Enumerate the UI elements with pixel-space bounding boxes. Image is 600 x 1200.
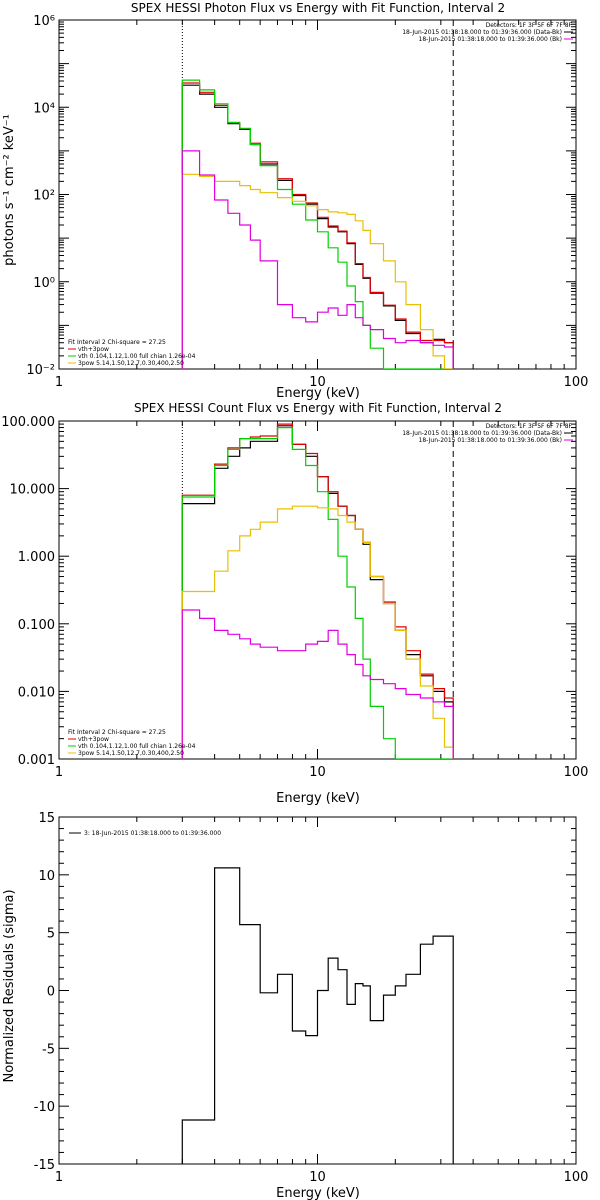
photon-flux-y-tick-label: 10⁴ (33, 101, 55, 116)
count-flux-y-tick-label: 10.000 (10, 483, 56, 498)
residuals-series-residuals (181, 867, 454, 1164)
count-flux-fit-legend-entry: vth+3pow (78, 736, 109, 743)
residuals-panel: Energy (keV) Normalized Residuals (sigma… (2, 811, 588, 1200)
photon-flux-xlabel: Energy (keV) (276, 386, 360, 401)
residuals-xlabel: Energy (keV) (276, 1186, 360, 1200)
count-flux-series-vth (181, 427, 454, 759)
residuals-legend-entry: 3: 18-Jun-2015 01:38:18.000 to 01:39:36.… (84, 830, 221, 837)
photon-flux-legend-entry: Detectors: 1F 3F 5F 6F 7F 8F (486, 22, 573, 29)
residuals-ylabel: Normalized Residuals (sigma) (2, 889, 17, 1082)
count-flux-panel: SPEX HESSI Count Flux vs Energy with Fit… (1, 401, 588, 806)
count-flux-y-tick-label: 1.000 (18, 550, 55, 565)
photon-flux-y-tick-label: 10² (33, 189, 55, 204)
count-flux-fit-legend-entry: vth 0.104,1.12,1.00 full chian 1.26e-04 (78, 743, 196, 750)
count-flux-y-tick-label: 100.000 (1, 415, 55, 430)
photon-flux-y-tick-label: 10⁶ (33, 14, 55, 29)
photon-flux-legend-entry: 18-Jun-2015 01:38:18.000 to 01:39:36.000… (402, 29, 562, 36)
count-flux-fit-legend-entry: Fit Interval 2 Chi-square = 27.25 (68, 729, 166, 736)
residuals-x-tick-label: 1 (55, 1170, 63, 1185)
photon-flux-ylabel: photons s⁻¹ cm⁻² keV⁻¹ (2, 114, 17, 266)
photon-flux-fit-legend-entry: vth 0.104,1.12,1.00 full chian 1.26e-04 (78, 353, 196, 360)
count-flux-legend-entry: Detectors: 1F 3F 5F 6F 7F 8F (486, 423, 573, 430)
photon-flux-fit-legend-entry: Fit Interval 2 Chi-square = 27.25 (68, 339, 166, 346)
count-flux-legend-entry: 18-Jun-2015 01:38:18.000 to 01:39:36.000… (402, 430, 562, 437)
photon-flux-title: SPEX HESSI Photon Flux vs Energy with Fi… (131, 1, 505, 15)
residuals-y-tick-label: -10 (34, 1100, 55, 1115)
photon-flux-series-3pow (181, 173, 454, 369)
count-flux-y-tick-label: 0.100 (18, 618, 55, 633)
count-flux-series-3pow (181, 505, 454, 759)
residuals-x-tick-label: 100 (564, 1170, 589, 1185)
count-flux-x-tick-label: 1 (55, 765, 63, 780)
photon-flux-legend-entry: 18-Jun-2015 01:38:18.000 to 01:39:36.000… (419, 36, 562, 43)
photon-flux-fit-legend-entry: vth+3pow (78, 346, 109, 353)
photon-flux-panel: SPEX HESSI Photon Flux vs Energy with Fi… (2, 1, 588, 401)
residuals-x-tick-label: 10 (309, 1170, 326, 1185)
photon-flux-x-tick-label: 10 (309, 375, 326, 390)
photon-flux-x-tick-label: 100 (564, 375, 589, 390)
residuals-y-tick-label: -5 (42, 1042, 55, 1057)
photon-flux-series-data-bk (181, 84, 454, 369)
photon-flux-series-bk (181, 150, 454, 369)
count-flux-y-tick-label: 0.001 (18, 753, 55, 768)
residuals-y-tick-label: 10 (38, 869, 55, 884)
photon-flux-fit-legend-entry: 3pow 5.14,1.50,12.7,0.30,400,2.50 (78, 360, 184, 367)
count-flux-fit-legend-entry: 3pow 5.14,1.50,12.7,0.30,400,2.50 (78, 750, 184, 757)
count-flux-x-tick-label: 100 (564, 765, 589, 780)
residuals-y-tick-label: 0 (47, 985, 55, 1000)
count-flux-legend-entry: 18-Jun-2015 01:38:18.000 to 01:39:36.000… (419, 437, 562, 444)
photon-flux-y-tick-label: 10⁰ (33, 276, 55, 291)
residuals-y-tick-label: 15 (38, 811, 55, 826)
count-flux-series-bk (181, 609, 454, 759)
photon-flux-series-vth (181, 79, 454, 369)
residuals-y-tick-label: -15 (34, 1158, 55, 1173)
count-flux-y-tick-label: 0.010 (18, 685, 55, 700)
count-flux-xlabel: Energy (keV) (276, 791, 360, 806)
photon-flux-x-tick-label: 1 (55, 375, 63, 390)
residuals-y-tick-label: 5 (47, 927, 55, 942)
count-flux-title: SPEX HESSI Count Flux vs Energy with Fit… (134, 401, 502, 415)
count-flux-x-tick-label: 10 (309, 765, 326, 780)
photon-flux-y-tick-label: 10⁻² (26, 363, 55, 378)
